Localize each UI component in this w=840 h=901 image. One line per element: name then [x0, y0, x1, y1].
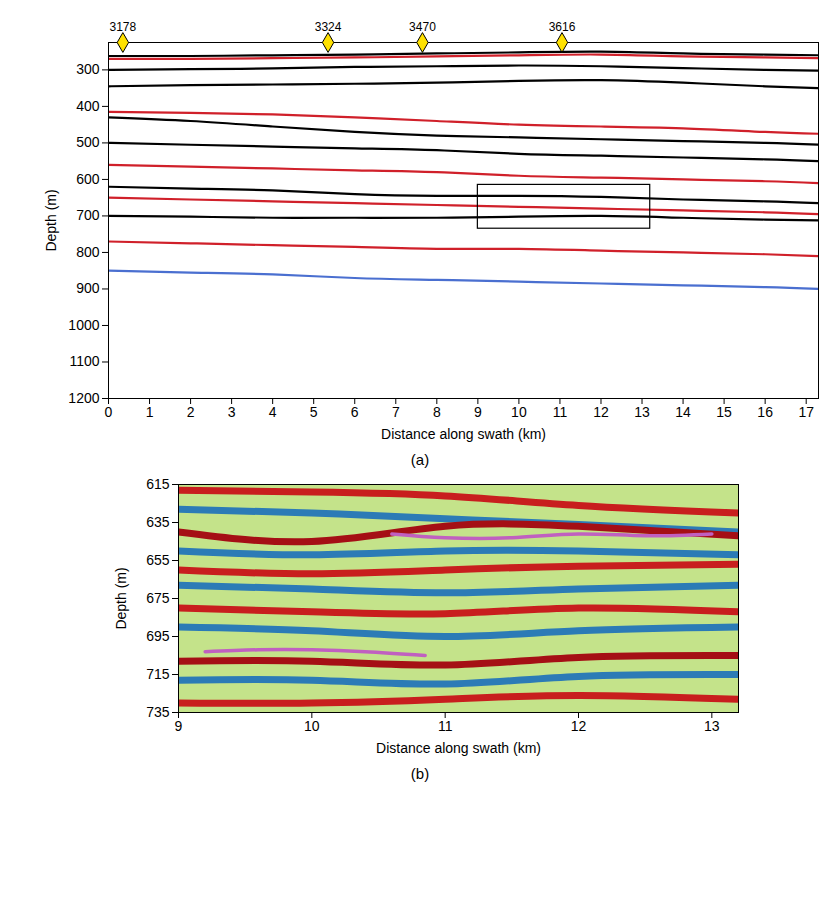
svg-text:675: 675: [146, 590, 170, 606]
svg-text:14: 14: [675, 404, 691, 420]
svg-text:655: 655: [146, 552, 170, 568]
svg-text:715: 715: [146, 666, 170, 682]
svg-text:Distance along swath (km): Distance along swath (km): [381, 426, 546, 442]
svg-text:1: 1: [146, 404, 154, 420]
html-text:(b): (b): [410, 765, 430, 782]
svg-text:11: 11: [438, 718, 453, 734]
svg-text:700: 700: [76, 207, 100, 223]
svg-text:11: 11: [553, 404, 568, 420]
svg-text:17: 17: [798, 404, 814, 420]
svg-text:12: 12: [571, 718, 587, 734]
svg-text:4: 4: [269, 404, 277, 420]
svg-text:6: 6: [351, 404, 359, 420]
svg-text:3324: 3324: [315, 20, 342, 34]
svg-text:600: 600: [76, 171, 100, 187]
svg-text:Distance along swath (km): Distance along swath (km): [376, 740, 541, 756]
svg-text:7: 7: [392, 404, 400, 420]
svg-text:15: 15: [716, 404, 732, 420]
svg-text:1000: 1000: [68, 317, 99, 333]
svg-text:9: 9: [175, 718, 183, 734]
svg-text:1200: 1200: [68, 390, 99, 406]
svg-text:500: 500: [76, 134, 100, 150]
svg-text:3: 3: [228, 404, 236, 420]
svg-text:13: 13: [704, 718, 720, 734]
svg-text:400: 400: [76, 98, 100, 114]
svg-text:3470: 3470: [409, 20, 436, 34]
svg-text:615: 615: [146, 476, 170, 492]
svg-text:16: 16: [757, 404, 773, 420]
svg-text:0: 0: [105, 404, 113, 420]
svg-text:695: 695: [146, 628, 170, 644]
svg-text:1100: 1100: [69, 353, 99, 369]
svg-text:Depth (m): Depth (m): [43, 189, 59, 251]
svg-text:3178: 3178: [110, 20, 137, 34]
svg-text:3616: 3616: [549, 20, 576, 34]
svg-text:10: 10: [304, 718, 320, 734]
svg-text:10: 10: [511, 404, 527, 420]
svg-text:9: 9: [474, 404, 482, 420]
svg-text:Depth (m): Depth (m): [113, 567, 129, 629]
svg-text:5: 5: [310, 404, 318, 420]
svg-text:635: 635: [146, 514, 170, 530]
svg-text:735: 735: [146, 704, 170, 720]
svg-text:13: 13: [634, 404, 650, 420]
html-text:(a): (a): [410, 451, 430, 468]
svg-text:900: 900: [76, 280, 100, 296]
svg-text:8: 8: [433, 404, 441, 420]
svg-text:800: 800: [76, 244, 100, 260]
svg-text:2: 2: [187, 404, 195, 420]
svg-text:300: 300: [76, 61, 100, 77]
svg-text:12: 12: [593, 404, 609, 420]
